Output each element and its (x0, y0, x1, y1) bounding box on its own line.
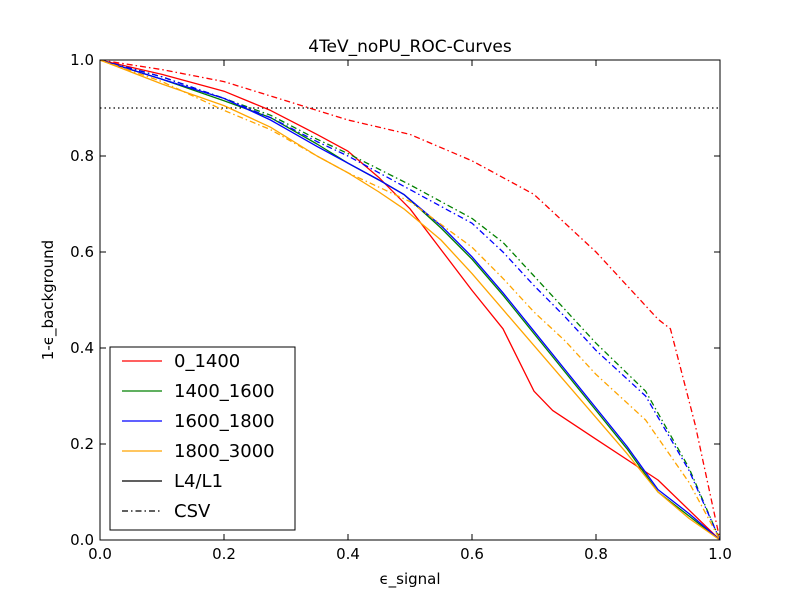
y-tick-label: 0.6 (70, 243, 94, 261)
legend-label: 1800_3000 (174, 441, 275, 462)
series-line-l4-l1-1800-3000 (100, 60, 720, 540)
x-tick-label: 0.6 (460, 545, 484, 563)
x-tick-label: 1.0 (708, 545, 732, 563)
legend: 0_1400 1400_1600 1600_1800 1800_3000 L4/L1 CS… (109, 346, 296, 531)
x-tick-label: 0.8 (584, 545, 608, 563)
series-line-l4-l1-1600-1800 (100, 60, 720, 540)
legend-box (109, 346, 296, 531)
legend-label: 0_1400 (174, 351, 240, 372)
y-tick-label: 0.8 (70, 147, 94, 165)
axes-frame (99, 59, 721, 541)
series-group (100, 60, 720, 540)
x-tick-label: 0.0 (88, 545, 112, 563)
y-axis-label: 1-ϵ_background (39, 240, 58, 360)
legend-label: 1600_1800 (174, 411, 275, 432)
axes: 0.0 0.2 0.4 0.6 0.8 1.0 0.0 0.2 0.4 0.6 0.8 1.0 (70, 51, 732, 563)
series-line-csv-0-1400 (100, 60, 720, 540)
series-line-csv-1400-1600 (100, 60, 720, 540)
y-tick-label: 0.2 (70, 435, 94, 453)
legend-label: 1400_1600 (174, 381, 275, 402)
x-tick-label: 0.2 (212, 545, 236, 563)
y-tick-label: 0.4 (70, 339, 94, 357)
y-tick-label: 1.0 (70, 51, 94, 69)
series-line-csv-1600-1800 (100, 60, 720, 540)
x-tick-label: 0.4 (336, 545, 360, 563)
legend-label: CSV (174, 501, 211, 522)
legend-label: L4/L1 (174, 471, 223, 492)
series-line-l4-l1-1400-1600 (100, 60, 720, 540)
series-line-l4-l1-0-1400 (100, 60, 720, 540)
series-line-csv-1800-3000 (100, 60, 720, 540)
x-axis-label: ϵ_signal (379, 570, 440, 589)
chart-title: 4TeV_noPU_ROC-Curves (308, 37, 512, 57)
y-tick-label: 0.0 (70, 531, 94, 549)
